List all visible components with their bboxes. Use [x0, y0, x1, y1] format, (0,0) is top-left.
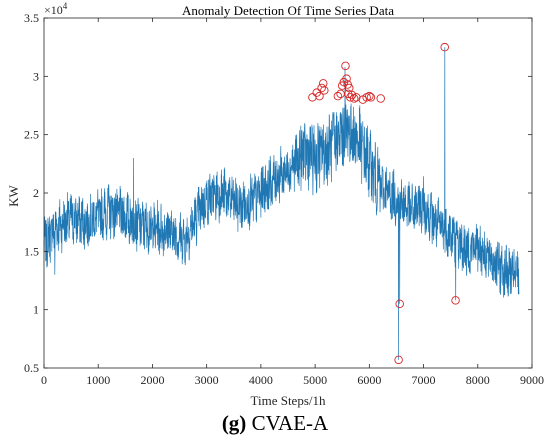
y-tick-label: 2.5	[24, 128, 39, 142]
anomaly-point	[341, 61, 350, 71]
x-tick-label: 5000	[303, 373, 327, 387]
anomaly-point	[365, 91, 374, 101]
anomaly-point	[333, 91, 343, 101]
anomaly-point	[342, 74, 351, 83]
caption-text: CVAE-A	[251, 411, 329, 435]
y-exponent-base: ×10	[44, 3, 63, 17]
x-tick-label: 3000	[195, 373, 219, 387]
y-exponent-label: ×104	[44, 1, 68, 17]
y-tick-label: 1	[33, 303, 39, 317]
anomaly-point	[317, 83, 326, 93]
caption-label: (g)	[221, 411, 247, 435]
anomaly-point	[395, 299, 404, 309]
anomaly-point	[315, 91, 324, 101]
anomaly-point	[394, 355, 403, 365]
x-tick-label: 0	[41, 373, 47, 387]
anomaly-point	[318, 79, 328, 88]
anomaly-point	[346, 93, 355, 102]
x-tick-label: 1000	[86, 373, 110, 387]
y-tick-label: 0.5	[24, 361, 39, 375]
chart: 0 1000 2000 3000 4000 5000 6000 7000 8000 9000 0.5…	[6, 1, 544, 408]
series-layer	[43, 47, 520, 360]
anomaly-point	[376, 94, 385, 103]
anomaly-point	[366, 93, 376, 102]
anomaly-markers	[308, 42, 460, 365]
x-axis-label: Time Steps/1h	[250, 393, 326, 408]
x-tick-label: 4000	[249, 373, 273, 387]
y-tick-label: 1.5	[24, 244, 39, 258]
x-tick-label: 8000	[466, 373, 490, 387]
anomaly-point	[451, 296, 460, 305]
x-tick-label: 7000	[412, 373, 436, 387]
y-tick-label: 3.5	[24, 11, 39, 25]
x-tick-label: 2000	[140, 373, 164, 387]
x-tick-label: 9000	[520, 373, 544, 387]
anomaly-point	[440, 42, 449, 52]
chart-title: Anomaly Detection Of Time Series Data	[182, 3, 394, 18]
plot-area	[44, 18, 532, 368]
y-axis-label: KW	[6, 184, 21, 206]
y-exponent-power: 4	[63, 1, 68, 11]
figure-caption: (g) CVAE-A	[0, 411, 550, 439]
y-tick-label: 3	[33, 69, 39, 83]
ticks-layer: 0 1000 2000 3000 4000 5000 6000 7000 8000 9000 0.5…	[24, 11, 544, 387]
anomaly-point	[320, 86, 329, 95]
anomaly-point	[349, 94, 359, 103]
x-tick-label: 6000	[357, 373, 381, 387]
load-series-line	[43, 47, 520, 360]
y-tick-label: 2	[33, 186, 39, 200]
